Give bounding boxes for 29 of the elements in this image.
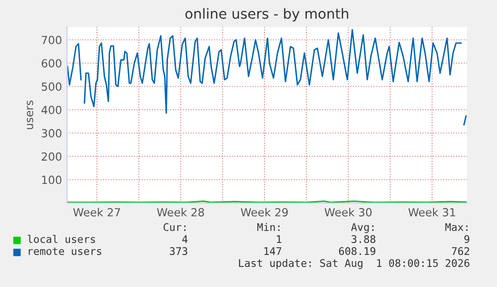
text: 4 <box>182 235 188 243</box>
text: Cur: <box>164 223 186 232</box>
x-tick-label: Week 27 <box>73 208 120 216</box>
x-tick-label: Week 29 <box>240 208 288 216</box>
chart-title: online users - by month <box>185 8 348 22</box>
text: 608.19 <box>339 247 376 256</box>
y-axis-title: users <box>26 100 34 130</box>
text: 147 <box>264 247 282 255</box>
y-tick-label: 200 <box>42 152 62 161</box>
legend-label: local users <box>28 234 95 244</box>
x-tick-label: Week 31 <box>408 208 456 216</box>
text: 1 <box>276 235 282 243</box>
text: 3.88 <box>352 235 376 244</box>
text: 762 <box>452 247 470 256</box>
y-tick-label: 100 <box>42 176 62 184</box>
y-tick-label: 400 <box>41 106 62 114</box>
text: 9 <box>464 235 470 244</box>
x-tick-label: Week 30 <box>324 208 372 216</box>
text: Last update: Sat Aug 1 08:00:15 2026 <box>239 258 470 270</box>
y-tick-label: 600 <box>42 59 62 68</box>
text: 373 <box>170 247 188 256</box>
y-tick-label: 700 <box>42 36 62 44</box>
text: Min: <box>257 222 280 231</box>
text: Avg: <box>351 223 374 234</box>
y-tick-label: 300 <box>42 129 62 138</box>
legend-label: remote users <box>28 248 102 256</box>
y-tick-label: 500 <box>42 82 62 91</box>
text: Max: <box>445 223 468 232</box>
x-tick-label: Week 28 <box>157 208 204 216</box>
